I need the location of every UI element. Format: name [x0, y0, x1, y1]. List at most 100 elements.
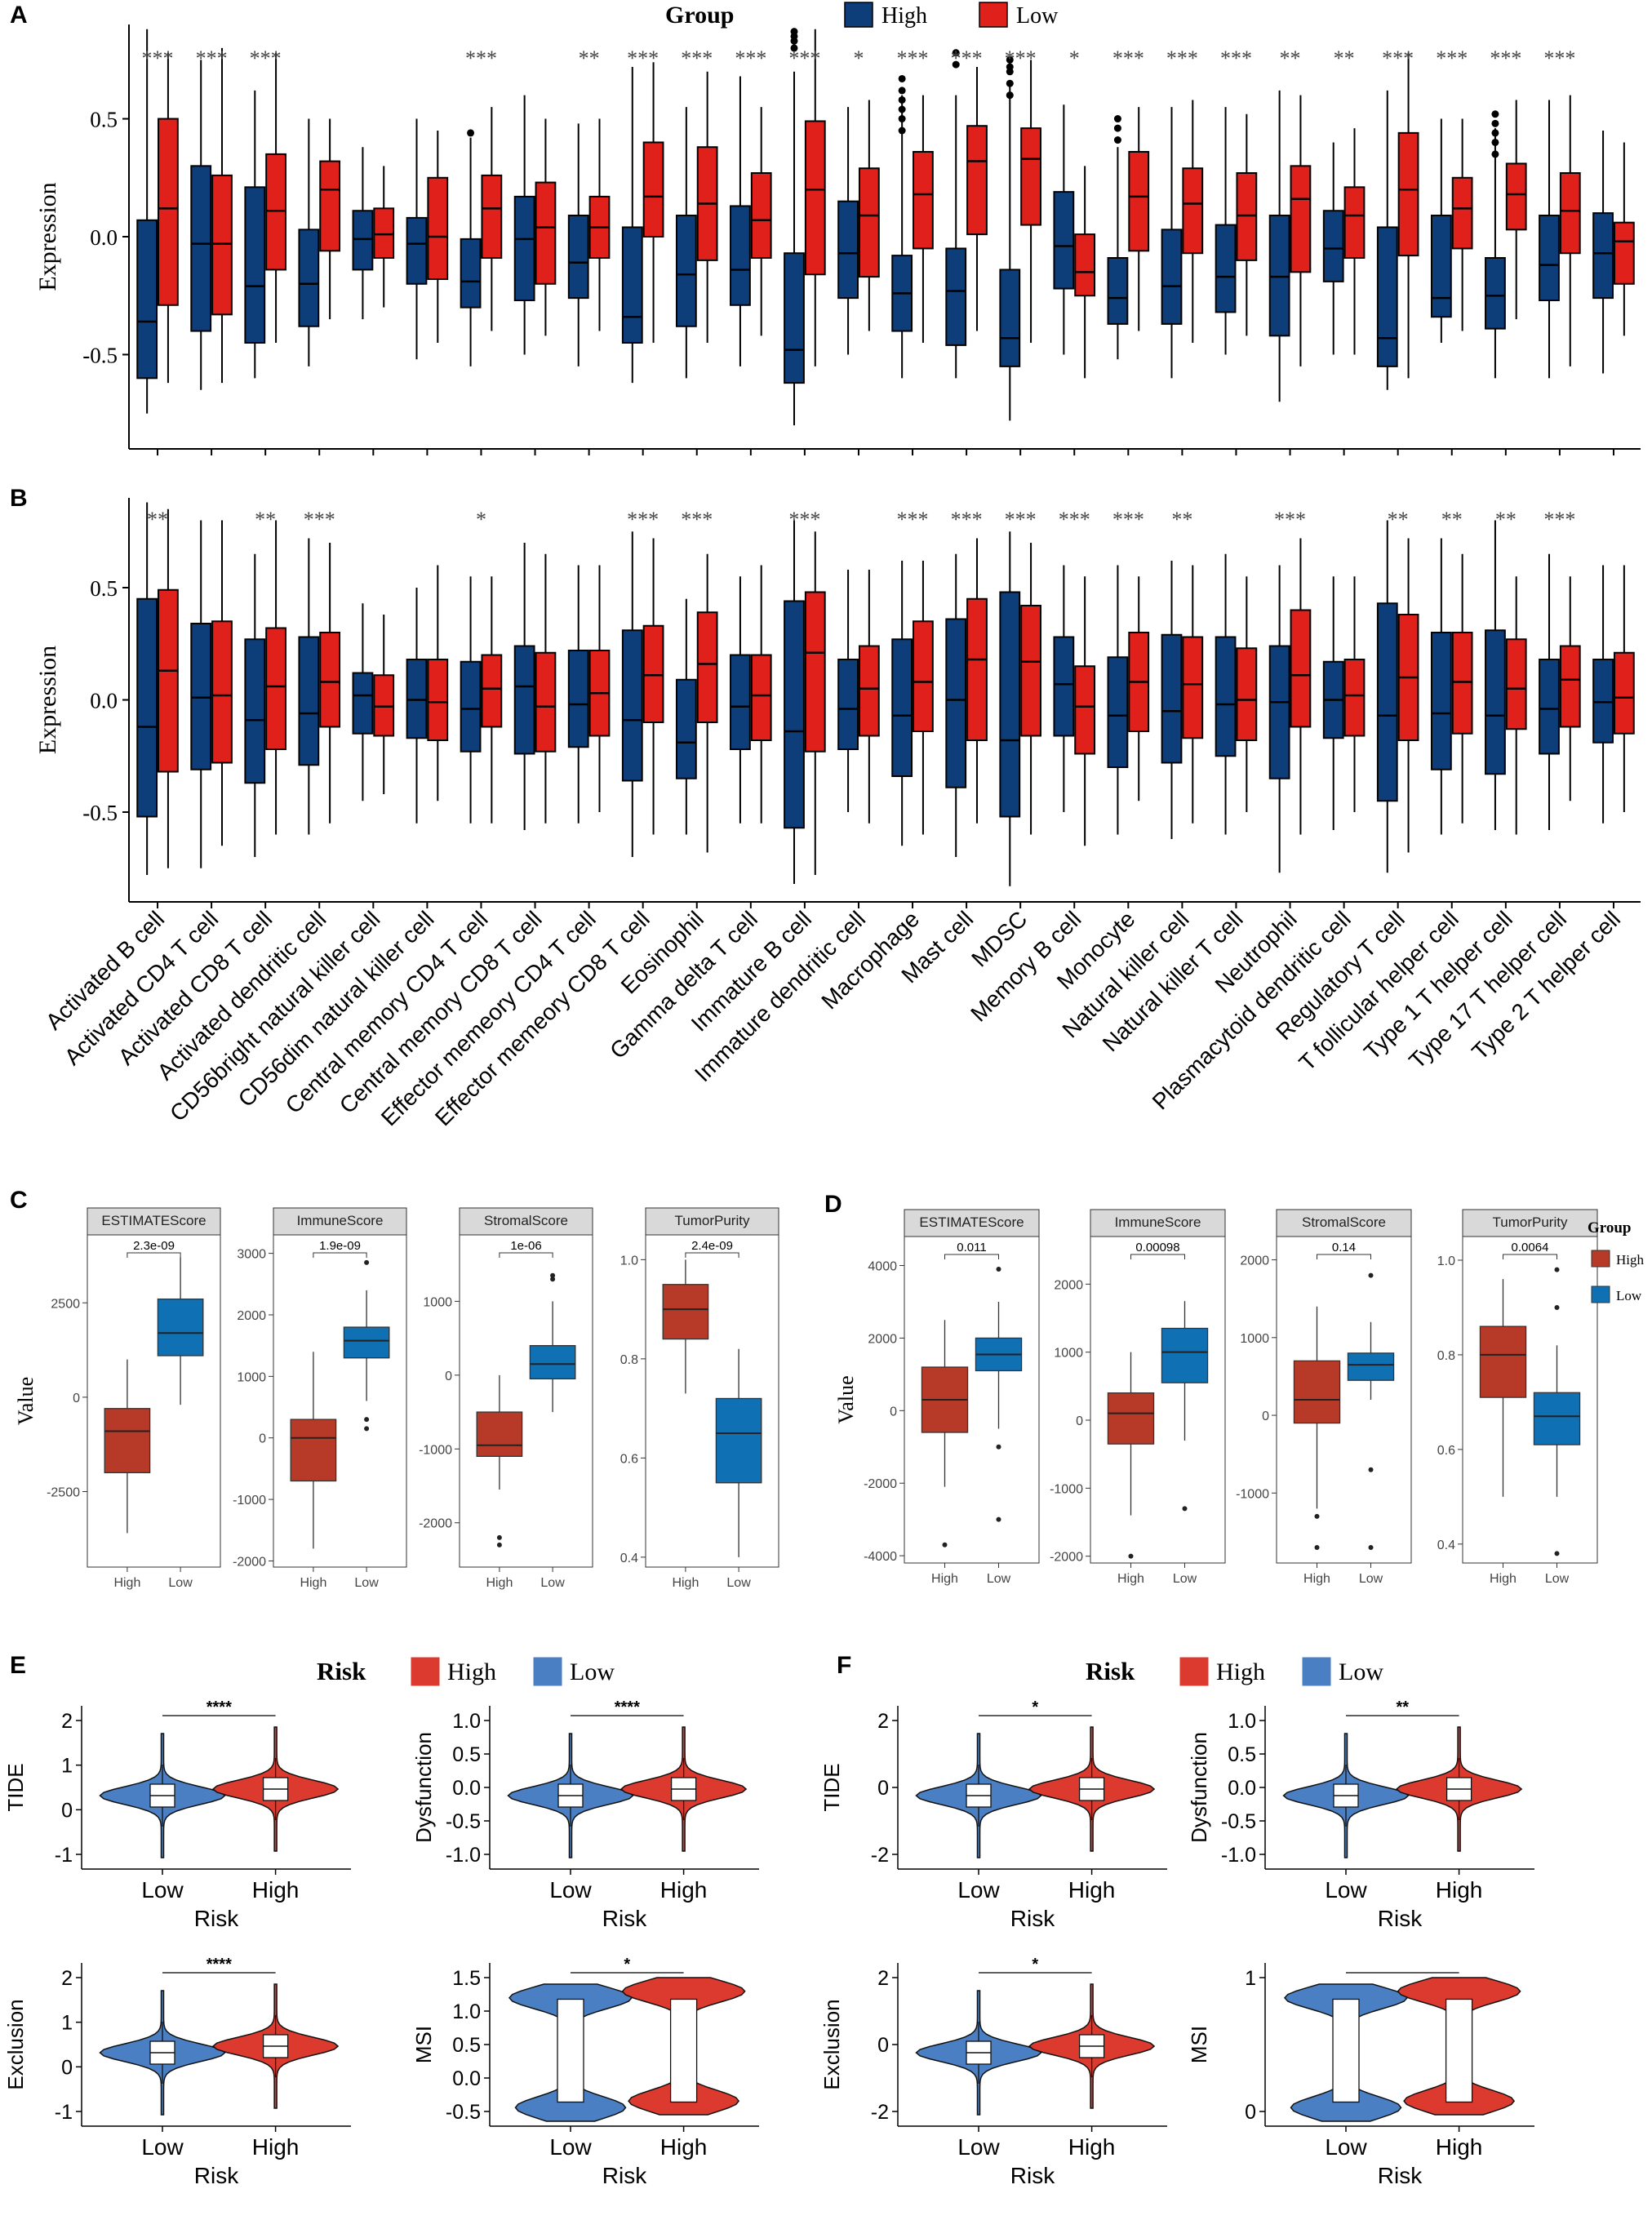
y-tick-label: 2000 — [1240, 1254, 1269, 1268]
box-high — [136, 597, 158, 818]
y-tick-label: 0 — [1262, 1410, 1269, 1423]
significance-label: *** — [627, 508, 659, 531]
x-axis-label: Risk — [602, 1906, 647, 1931]
box-high — [662, 1284, 709, 1340]
p-value-label: 0.00098 — [1135, 1241, 1179, 1254]
x-tick-label: High — [931, 1572, 958, 1586]
x-tick-label: High — [1303, 1572, 1330, 1586]
box-high — [1053, 636, 1075, 737]
legend-label-high: High — [447, 1658, 496, 1685]
significance-label: *** — [1112, 47, 1144, 70]
box-high — [1215, 224, 1237, 313]
significance-label: *** — [1112, 508, 1144, 531]
box-low — [750, 172, 772, 259]
box-high — [298, 229, 320, 327]
box-high — [621, 629, 643, 782]
box-high — [1539, 215, 1560, 301]
legend-swatch-low — [532, 1656, 563, 1687]
y-tick-label: 2 — [61, 1710, 73, 1733]
box-low — [535, 181, 557, 285]
significance-label: ** — [1397, 1698, 1410, 1716]
box-high — [730, 205, 751, 306]
violin-plot-exclusion: 2 1 0 -1 Exclusion **** Low High Risk — [3, 1956, 351, 2188]
box-low — [642, 624, 664, 723]
outlier-point — [1554, 1267, 1560, 1272]
y-tick-label: -2000 — [419, 1517, 452, 1531]
facet-tumorpurity: TumorPurity 1.0 0.8 0.6 0.4 0.0064 High Low — [1437, 1209, 1598, 1586]
significance-label: *** — [196, 47, 228, 70]
significance-label: ** — [1171, 508, 1192, 531]
box-high — [1592, 212, 1614, 300]
p-value-label: 0.011 — [957, 1241, 986, 1254]
outlier-point — [898, 95, 906, 104]
box-high — [891, 638, 913, 777]
y-tick-label: 0 — [445, 1370, 452, 1383]
y-tick-label: -1.0 — [1221, 1844, 1256, 1867]
y-tick-label: 0.5 — [1228, 1743, 1256, 1766]
facet-title: ImmuneScore — [297, 1213, 384, 1228]
y-tick-label: 0 — [61, 1799, 73, 1822]
y-axis-label: Value — [14, 1377, 38, 1425]
violin-plot-dysfunction: 1.0 0.5 0.0 -0.5 -1.0 Dysfunction **** Low High R… — [411, 1698, 759, 1931]
box-high — [1053, 191, 1075, 290]
outlier-point — [1314, 1544, 1320, 1550]
facet-strip — [273, 1207, 407, 1236]
box-high — [460, 238, 482, 309]
facet-frame — [459, 1234, 593, 1568]
x-tick-label: Low — [168, 1576, 193, 1590]
box-high — [567, 650, 589, 748]
box-low — [1451, 176, 1473, 250]
y-tick-label: -0.5 — [1221, 1810, 1256, 1833]
y-tick-label: 1.0 — [1228, 1710, 1256, 1733]
legend-title: Risk — [317, 1657, 366, 1685]
panel-letter-f: F — [837, 1652, 851, 1679]
box-low — [211, 620, 233, 764]
box-high — [1592, 659, 1614, 744]
x-tick-label: High — [1068, 1877, 1116, 1903]
significance-label: *** — [250, 47, 282, 70]
significance-label: **** — [615, 1698, 640, 1716]
y-tick-label: 0 — [890, 1405, 897, 1419]
y-tick-label: 2 — [877, 1710, 889, 1733]
significance-label: *** — [897, 47, 929, 70]
x-tick-label: Low — [354, 1576, 379, 1590]
y-tick-label: 0.6 — [1437, 1444, 1455, 1458]
outlier-point — [1006, 91, 1014, 100]
outlier-point — [898, 115, 906, 123]
x-tick-label: Low — [957, 2134, 1000, 2160]
p-value-bracket — [1130, 1254, 1185, 1259]
outlier-point — [1554, 1304, 1560, 1310]
x-tick-label: High — [660, 2134, 708, 2160]
significance-label: * — [1069, 47, 1080, 70]
outlier-point — [364, 1426, 370, 1432]
y-tick-label: -2500 — [47, 1486, 80, 1500]
x-tick-label: Low — [1173, 1572, 1197, 1586]
facet-strip — [87, 1207, 221, 1236]
p-value-label: 1e-06 — [510, 1239, 541, 1253]
violin-plot-tide: 2 0 -2 TIDE * Low High Risk — [819, 1698, 1167, 1931]
significance-label: *** — [735, 47, 766, 70]
inner-box — [557, 1998, 584, 2103]
facet-title: TumorPurity — [1493, 1214, 1568, 1230]
y-tick-label: -0.5 — [446, 2101, 481, 2124]
significance-label: ** — [1334, 47, 1355, 70]
box-low — [427, 659, 449, 741]
violin-plot-dysfunction: 1.0 0.5 0.0 -0.5 -1.0 Dysfunction ** Low High Ris… — [1187, 1698, 1534, 1931]
box-high — [1322, 210, 1344, 282]
box-low — [1020, 605, 1041, 737]
box-high — [244, 638, 266, 784]
outlier-point — [898, 105, 906, 113]
y-tick-label: -1000 — [1050, 1482, 1083, 1496]
x-tick-label: High — [113, 1576, 140, 1590]
box-low — [319, 632, 341, 728]
x-tick-label: Low — [549, 1877, 592, 1903]
x-tick-label: High — [300, 1576, 326, 1590]
y-tick-label: 1.0 — [620, 1254, 638, 1268]
y-tick-label: 2000 — [237, 1309, 266, 1323]
legend-label-high: High — [1616, 1252, 1645, 1268]
y-tick-label: 2000 — [868, 1332, 897, 1346]
p-value-bracket — [1317, 1254, 1371, 1259]
y-tick-label: 0.4 — [1437, 1539, 1455, 1552]
y-tick-label: 1000 — [1240, 1332, 1269, 1346]
box-high — [1430, 215, 1452, 318]
